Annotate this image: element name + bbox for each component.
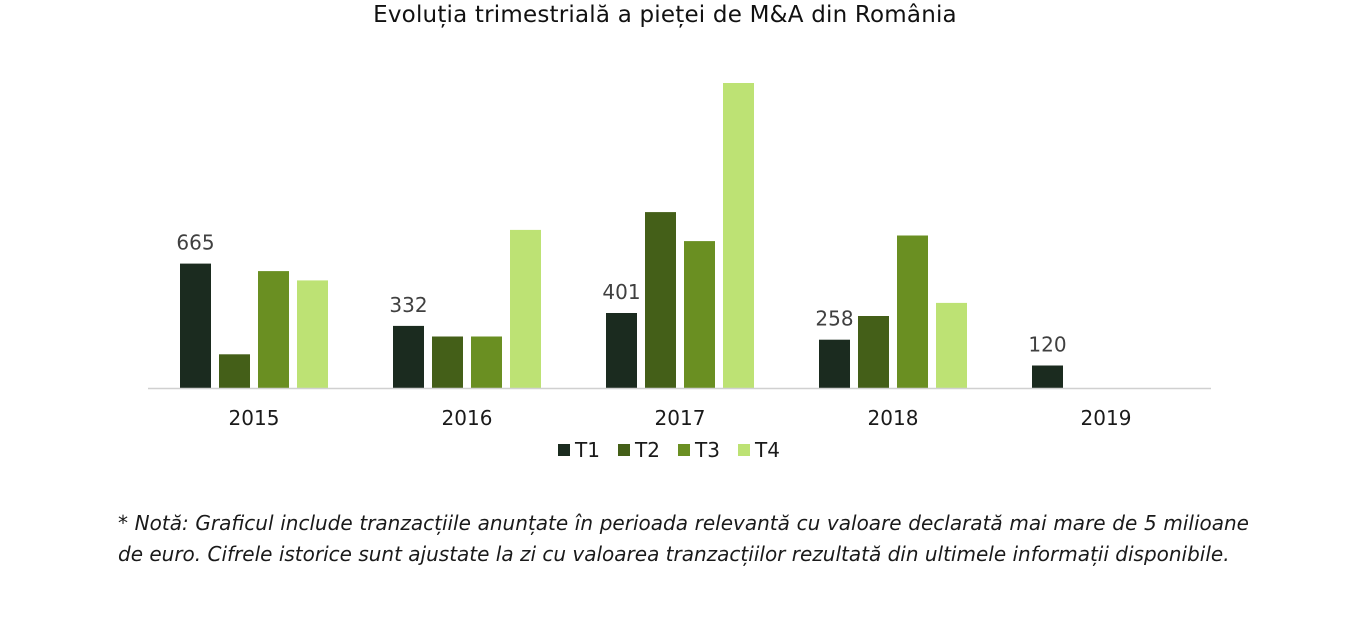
- bar-t3-2017: [684, 241, 715, 388]
- bars-layer: [180, 83, 1063, 388]
- bar-t2-2015: [219, 354, 250, 388]
- x-tick-label: 2019: [1081, 406, 1132, 430]
- x-tick-label: 2016: [442, 406, 493, 430]
- legend-label-t1: T1: [574, 438, 600, 462]
- x-tick-label: 2015: [229, 406, 280, 430]
- x-tick-label: 2018: [868, 406, 919, 430]
- legend: T1 T2 T3 T4: [558, 438, 780, 462]
- data-label: 401: [602, 280, 640, 304]
- bar-t1-2017: [606, 313, 637, 388]
- data-label: 332: [389, 293, 427, 317]
- bar-t1-2016: [393, 325, 424, 388]
- bar-t1-2019: [1032, 365, 1063, 388]
- data-label: 120: [1028, 333, 1066, 357]
- bar-t3-2018: [897, 235, 928, 388]
- bar-t2-2017: [645, 212, 676, 388]
- bar-t2-2018: [858, 316, 889, 388]
- bar-t1-2015: [180, 263, 211, 388]
- data-label: 258: [815, 307, 853, 331]
- legend-swatch-t3: [678, 444, 690, 456]
- x-axis-ticks: 2015 2016 2017 2018 2019: [229, 406, 1132, 430]
- bar-t4-2016: [510, 229, 541, 388]
- bar-t1-2018: [819, 339, 850, 388]
- legend-label-t2: T2: [634, 438, 660, 462]
- data-label: 665: [176, 231, 214, 255]
- bar-t4-2017: [723, 83, 754, 388]
- bar-t4-2015: [297, 280, 328, 388]
- legend-swatch-t2: [618, 444, 630, 456]
- bar-t3-2015: [258, 271, 289, 388]
- legend-label-t4: T4: [754, 438, 780, 462]
- chart-title: Evoluția trimestrială a pieței de M&A di…: [373, 2, 957, 28]
- chart-footnote: * Notă: Graficul include tranzacțiile an…: [118, 511, 1249, 566]
- bar-t2-2016: [432, 336, 463, 388]
- bar-t4-2018: [936, 302, 967, 388]
- x-tick-label: 2017: [655, 406, 706, 430]
- labels-layer: 665 332 401 258 120: [176, 231, 1066, 357]
- legend-label-t3: T3: [694, 438, 720, 462]
- legend-swatch-t1: [558, 444, 570, 456]
- bar-t3-2016: [471, 336, 502, 388]
- legend-swatch-t4: [738, 444, 750, 456]
